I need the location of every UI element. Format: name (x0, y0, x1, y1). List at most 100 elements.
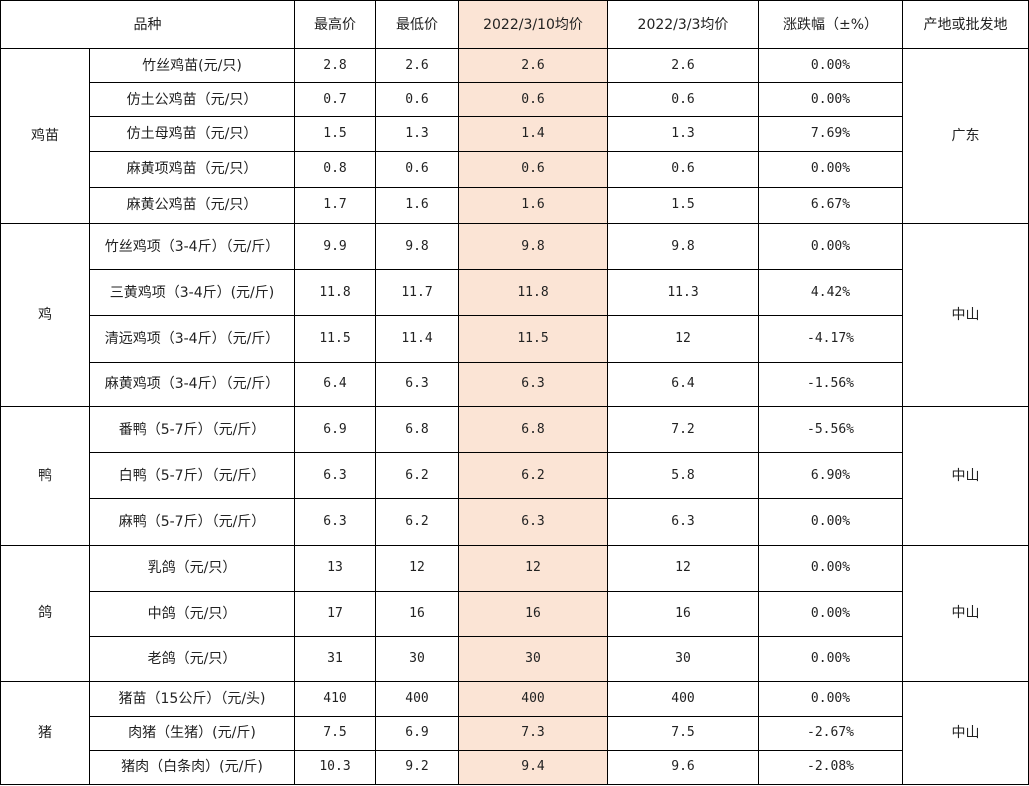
avg-prev-cell: 1.3 (607, 116, 759, 152)
avg-prev-cell: 7.2 (607, 405, 759, 454)
table-row: 猪猪苗（15公斤）（元/头) 410 400 400 400 0.00% 中山 (0, 681, 1029, 785)
low-cell: 6.9 (375, 715, 459, 751)
avg-current-cell: 9.4 (458, 749, 608, 786)
high-cell: 9.9 (294, 222, 376, 271)
table-row: 三黄鸡项（3-4斤）(元/斤) 11.8 11.7 11.8 11.3 4.42% (1, 269, 1029, 317)
avg-current-cell: 30 (458, 636, 608, 683)
origin-cell: 广东 (902, 48, 1029, 224)
low-cell: 0.6 (375, 150, 459, 188)
high-cell: 31 (294, 636, 376, 683)
avg-current-cell: 400 (458, 681, 608, 717)
item-name-cell: 猪肉（白条肉）(元/斤) (89, 749, 295, 786)
item-name-cell: 仿土公鸡苗（元/只） (89, 82, 295, 118)
change-cell: -1.56% (758, 361, 903, 407)
header-variety: 品种 (0, 0, 295, 49)
avg-current-cell: 1.6 (458, 186, 608, 224)
header-avg-current: 2022/3/10均价 (458, 0, 608, 49)
item-name-cell: 白鸭（5-7斤）（元/斤） (89, 452, 295, 500)
avg-prev-cell: 12 (607, 544, 759, 592)
avg-current-cell: 1.4 (458, 116, 608, 152)
change-cell: 0.00% (758, 681, 903, 717)
table-row: 仿土母鸡苗（元/只） 1.5 1.3 1.4 1.3 7.69% (1, 116, 1029, 152)
avg-prev-cell: 2.6 (607, 47, 759, 84)
header-origin: 产地或批发地 (902, 0, 1029, 49)
low-cell: 9.8 (375, 222, 459, 271)
item-name-cell: 猪苗（15公斤）（元/头) (89, 681, 295, 717)
avg-current-cell: 11.5 (458, 315, 608, 363)
low-cell: 11.4 (375, 315, 459, 363)
high-cell: 0.7 (294, 82, 376, 118)
origin-cell: 中山 (902, 544, 1029, 683)
origin-cell: 中山 (902, 222, 1029, 407)
high-cell: 6.4 (294, 361, 376, 407)
high-cell: 410 (294, 681, 376, 717)
category-cell: 鸡苗 (0, 48, 90, 224)
avg-prev-cell: 7.5 (607, 715, 759, 751)
avg-prev-cell: 9.8 (607, 222, 759, 271)
table-row: 老鸽（元/只） 31 30 30 30 0.00% (1, 636, 1029, 683)
avg-prev-cell: 0.6 (607, 150, 759, 188)
high-cell: 11.5 (294, 315, 376, 363)
change-cell: 7.69% (758, 116, 903, 152)
change-cell: 6.67% (758, 186, 903, 224)
header-change: 涨跌幅（±%） (758, 0, 903, 49)
change-cell: 0.00% (758, 590, 903, 638)
avg-current-cell: 7.3 (458, 715, 608, 751)
high-cell: 6.3 (294, 452, 376, 500)
table-row: 猪肉（白条肉）(元/斤) 10.3 9.2 9.4 9.6 -2.08% (1, 749, 1029, 786)
low-cell: 9.2 (375, 749, 459, 786)
low-cell: 6.2 (375, 452, 459, 500)
change-cell: -4.17% (758, 315, 903, 363)
high-cell: 17 (294, 590, 376, 638)
item-name-cell: 番鸭（5-7斤）（元/斤） (89, 405, 295, 454)
low-cell: 30 (375, 636, 459, 683)
change-cell: 0.00% (758, 498, 903, 546)
category-cell: 猪 (0, 681, 90, 785)
change-cell: -2.08% (758, 749, 903, 786)
table-row: 麻鸭（5-7斤）（元/斤） 6.3 6.2 6.3 6.3 0.00% (1, 498, 1029, 546)
item-name-cell: 麻黄项鸡苗（元/只） (89, 150, 295, 188)
low-cell: 16 (375, 590, 459, 638)
table-row: 鸡竹丝鸡项（3-4斤）（元/斤） 9.9 9.8 9.8 9.8 0.00% 中山 (0, 222, 1029, 407)
avg-prev-cell: 6.3 (607, 498, 759, 546)
item-name-cell: 仿土母鸡苗（元/只） (89, 116, 295, 152)
origin-cell: 中山 (902, 405, 1029, 546)
avg-current-cell: 6.8 (458, 405, 608, 454)
high-cell: 10.3 (294, 749, 376, 786)
low-cell: 1.6 (375, 186, 459, 224)
avg-prev-cell: 5.8 (607, 452, 759, 500)
change-cell: 4.42% (758, 269, 903, 317)
avg-prev-cell: 6.4 (607, 361, 759, 407)
item-name-cell: 麻黄鸡项（3-4斤）（元/斤） (89, 361, 295, 407)
avg-prev-cell: 1.5 (607, 186, 759, 224)
table-row: 鸽乳鸽（元/只） 13 12 12 12 0.00% 中山 (0, 544, 1029, 683)
item-name-cell: 清远鸡项（3-4斤）（元/斤） (89, 315, 295, 363)
high-cell: 1.7 (294, 186, 376, 224)
category-cell: 鸽 (0, 544, 90, 683)
item-name-cell: 竹丝鸡苗(元/只) (89, 47, 295, 84)
item-name-cell: 中鸽（元/只） (89, 590, 295, 638)
high-cell: 7.5 (294, 715, 376, 751)
high-cell: 13 (294, 544, 376, 592)
category-cell: 鸭 (0, 405, 90, 546)
avg-current-cell: 16 (458, 590, 608, 638)
header-low: 最低价 (375, 0, 459, 49)
change-cell: -5.56% (758, 405, 903, 454)
header-high: 最高价 (294, 0, 376, 49)
table-row: 仿土公鸡苗（元/只） 0.7 0.6 0.6 0.6 0.00% (1, 82, 1029, 118)
change-cell: 0.00% (758, 47, 903, 84)
header-avg-prev: 2022/3/3均价 (607, 0, 759, 49)
change-cell: 0.00% (758, 636, 903, 683)
avg-prev-cell: 30 (607, 636, 759, 683)
low-cell: 6.3 (375, 361, 459, 407)
change-cell: 0.00% (758, 544, 903, 592)
avg-current-cell: 6.3 (458, 361, 608, 407)
avg-current-cell: 12 (458, 544, 608, 592)
avg-current-cell: 11.8 (458, 269, 608, 317)
table-row: 鸡苗 竹丝鸡苗(元/只) 2.8 2.6 2.6 2.6 0.00% 广东 (0, 47, 1029, 224)
low-cell: 0.6 (375, 82, 459, 118)
avg-current-cell: 9.8 (458, 222, 608, 271)
low-cell: 11.7 (375, 269, 459, 317)
avg-current-cell: 6.2 (458, 452, 608, 500)
